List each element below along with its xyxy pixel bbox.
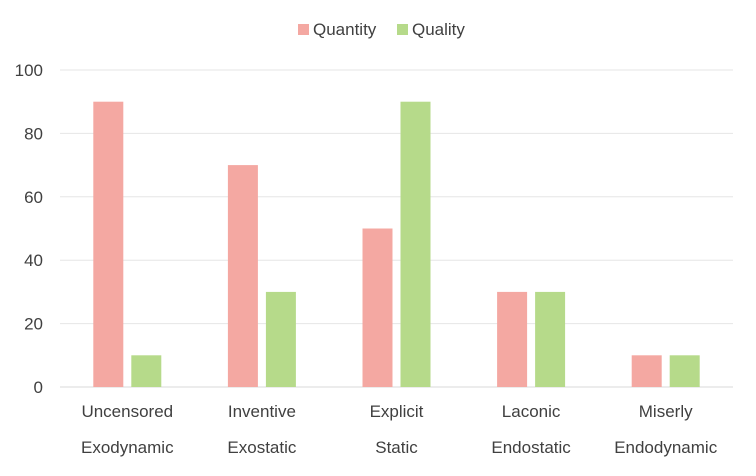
bar-quality-4 [669,355,700,387]
y-tick-label: 0 [34,378,43,397]
x-category-label: Inventive [228,402,296,421]
y-axis-tick-labels: 0 20 40 60 80 100 [15,61,43,397]
x-category-label: Exostatic [227,438,296,457]
bar-quantity-0 [93,101,124,387]
x-category-label: Static [375,438,418,457]
bars [93,101,700,387]
legend-label-quality: Quality [412,20,465,39]
x-category-label: Exodynamic [81,438,174,457]
x-category-label: Endodynamic [614,438,718,457]
bar-quantity-1 [227,165,258,387]
x-category-label: Uncensored [81,402,173,421]
x-axis-category-labels: Uncensored Exodynamic Inventive Exostatic Ex… [81,402,718,457]
y-tick-label: 40 [24,251,43,270]
legend-label-quantity: Quantity [313,20,377,39]
bar-quantity-4 [631,355,662,387]
legend-swatch-quantity [298,24,309,35]
x-category-label: Laconic [502,402,561,421]
bar-quality-3 [535,291,566,387]
y-tick-label: 100 [15,61,43,80]
y-tick-label: 80 [24,124,43,143]
x-category-label: Endostatic [491,438,571,457]
gridlines [60,69,733,388]
x-category-label: Miserly [639,402,693,421]
y-tick-label: 20 [24,315,43,334]
bar-quality-2 [400,101,431,387]
bar-quantity-3 [497,291,528,387]
bar-quality-1 [265,291,296,387]
y-tick-label: 60 [24,188,43,207]
bar-quality-0 [131,355,162,387]
legend: Quantity Quality [298,20,465,39]
bar-quantity-2 [362,228,393,387]
x-category-label: Explicit [370,402,424,421]
legend-swatch-quality [397,24,408,35]
